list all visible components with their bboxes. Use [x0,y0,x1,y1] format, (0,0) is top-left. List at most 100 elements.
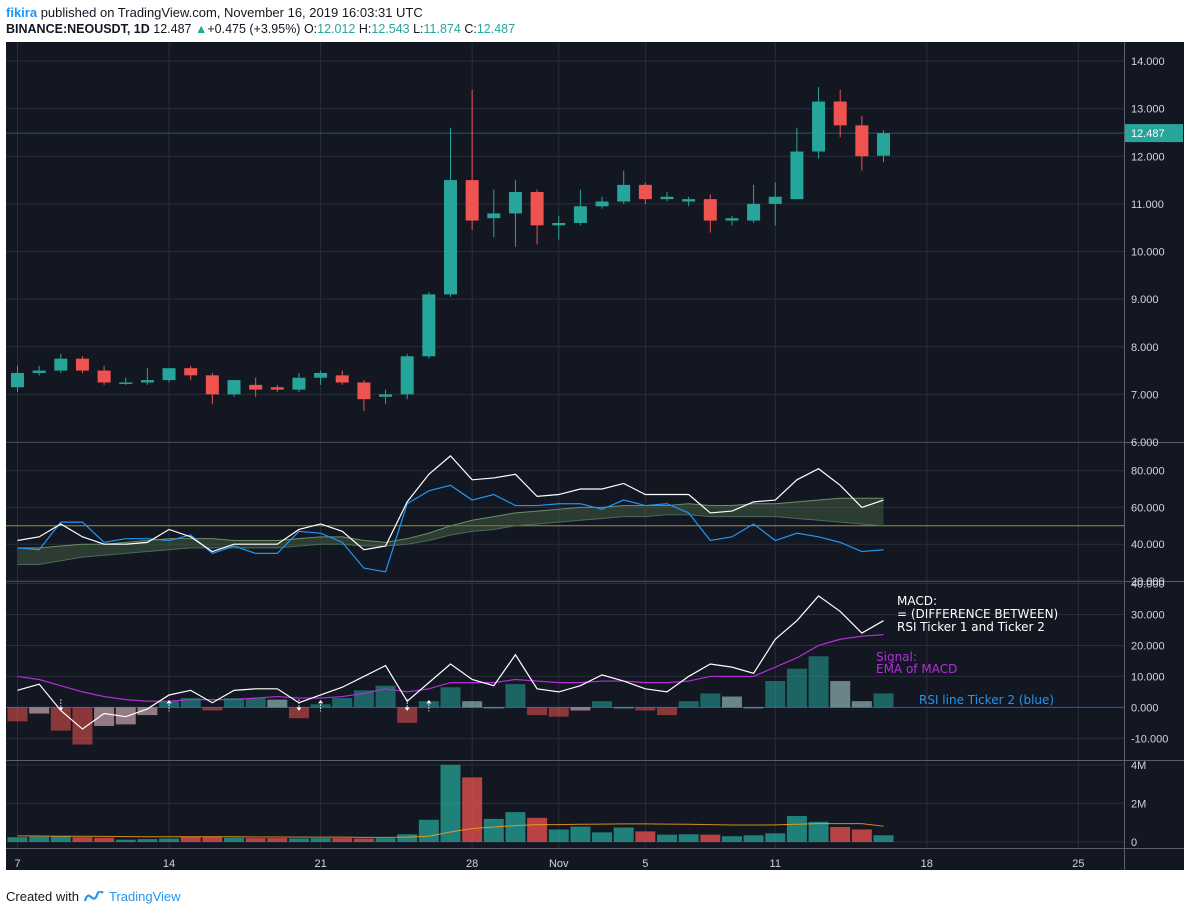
tradingview-brand[interactable]: TradingView [108,889,181,904]
volume-bar [418,819,439,842]
volume-axis-tick-label: 2M [1131,798,1146,810]
volume-bar [462,777,483,842]
macd-signal-line [17,634,884,702]
symbol-legend: BINANCE:NEOUSDT, 1D 12.487 ▲+0.475 (+3.9… [6,22,515,36]
candle-body [508,192,522,214]
volume-bar [635,831,656,842]
volume-bar [765,833,786,842]
macd-histogram-bar [94,707,115,726]
candle-body [97,370,111,383]
high-label: H: [358,22,372,36]
macd-histogram-bar [267,699,288,708]
volume-bar [180,836,201,842]
candle-body [335,375,349,383]
macd-annotation-text: RSI Ticker 1 and Ticker 2 [897,620,1045,634]
candle-body [75,358,89,371]
macd-annotation-text: RSI line Ticker 2 (blue) [919,693,1054,707]
macd-histogram-bar [721,696,742,708]
macd-histogram-bar [288,707,309,719]
rsi-axis-tick-label: 20.000 [1131,576,1165,588]
macd-histogram-bar [808,656,829,708]
macd-histogram-bar [635,707,656,711]
macd-histogram-bar [224,698,244,708]
candle-body [617,184,631,202]
candle-body [833,101,847,126]
candle-body [855,125,869,157]
macd-axis-tick-label: -10.000 [1131,733,1168,745]
volume-bar [353,838,374,842]
cross-down-arrowhead-icon [58,707,64,711]
volume-bar [830,826,851,842]
chart-canvas[interactable]: 6.000 7.000 8.000 9.000 10.000 11.000 12.000 13… [0,42,1191,882]
volume-bar [613,827,634,842]
high-value: 12.543 [371,22,410,36]
chart-background [6,42,1184,848]
volume-bar [570,826,591,842]
volume-bar [527,817,548,842]
macd-axis-tick-label: 20.000 [1131,640,1165,652]
macd-histogram-bar [700,693,721,708]
candle-body [725,218,739,221]
candle-body [162,368,176,381]
last-price-badge [1125,124,1183,143]
open-label: O: [303,22,318,36]
volume-bar [332,838,353,842]
macd-histogram-bar [440,687,461,708]
author-name[interactable]: fikira [6,5,38,20]
low-value: 11.874 [423,22,461,36]
candle-body [422,294,436,357]
up-arrow-icon: ▲ [194,22,208,36]
created-with-text: Created with [6,889,79,904]
publish-info: fikira published on TradingView.com, Nov… [6,5,423,20]
time-axis-background [6,848,1184,870]
volume-bar [786,815,807,842]
cross-down-arrowhead-icon [404,707,410,711]
macd-annotation-text: MACD: [897,594,937,608]
macd-histogram-bar [765,681,786,708]
volume-bar [288,838,309,842]
macd-histogram-bar [397,707,418,723]
candle-body [812,101,826,152]
macd-histogram-bar [743,707,764,709]
macd-histogram-bar [548,707,569,717]
candle-body [205,375,219,395]
candle-body [747,203,761,221]
volume-bar [115,839,136,842]
price-axis-tick-label: 8.000 [1131,342,1159,354]
macd-annotation-text: EMA of MACD [876,662,957,676]
macd-histogram-bar [527,707,548,716]
volume-bar [137,839,158,842]
volume-bar [375,838,396,842]
volume-bar [310,838,331,842]
price-axis-tick-label: 12.000 [1131,151,1165,163]
candle-body [638,184,652,200]
time-axis-tick-label: 7 [14,858,20,870]
macd-histogram-bar [678,701,699,708]
macd-annotation-text: = (DIFFERENCE BETWEEN) [897,607,1058,621]
rsi-axis-tick-label: 60.000 [1131,502,1165,514]
candle-body [379,394,393,397]
candle-body [119,382,133,384]
volume-bar [202,836,223,842]
tradingview-logo-icon [83,890,104,901]
volume-bar [483,818,504,842]
volume-bar [224,837,244,842]
close-value: 12.487 [476,22,516,36]
macd-axis-tick-label: 40.000 [1131,579,1165,591]
volume-bar [851,829,872,842]
macd-histogram-bar [657,707,677,716]
candle-body [444,180,457,295]
candle-body [314,372,328,378]
macd-histogram-bar [29,707,50,714]
rsi-ticker2-line [17,484,884,573]
rsi-axis-tick-label: 40.000 [1131,539,1165,551]
price-axis-tick-label: 9.000 [1131,294,1159,306]
candle-body [703,199,717,221]
volume-bar [7,837,28,842]
footer: Created with TradingView [6,889,181,904]
symbol-name[interactable]: BINANCE:NEOUSDT, 1D [6,22,150,36]
macd-histogram-bar [570,707,591,711]
candle-body [790,151,804,200]
rsi-band-lower-line [17,514,884,565]
candle-body [768,196,782,204]
